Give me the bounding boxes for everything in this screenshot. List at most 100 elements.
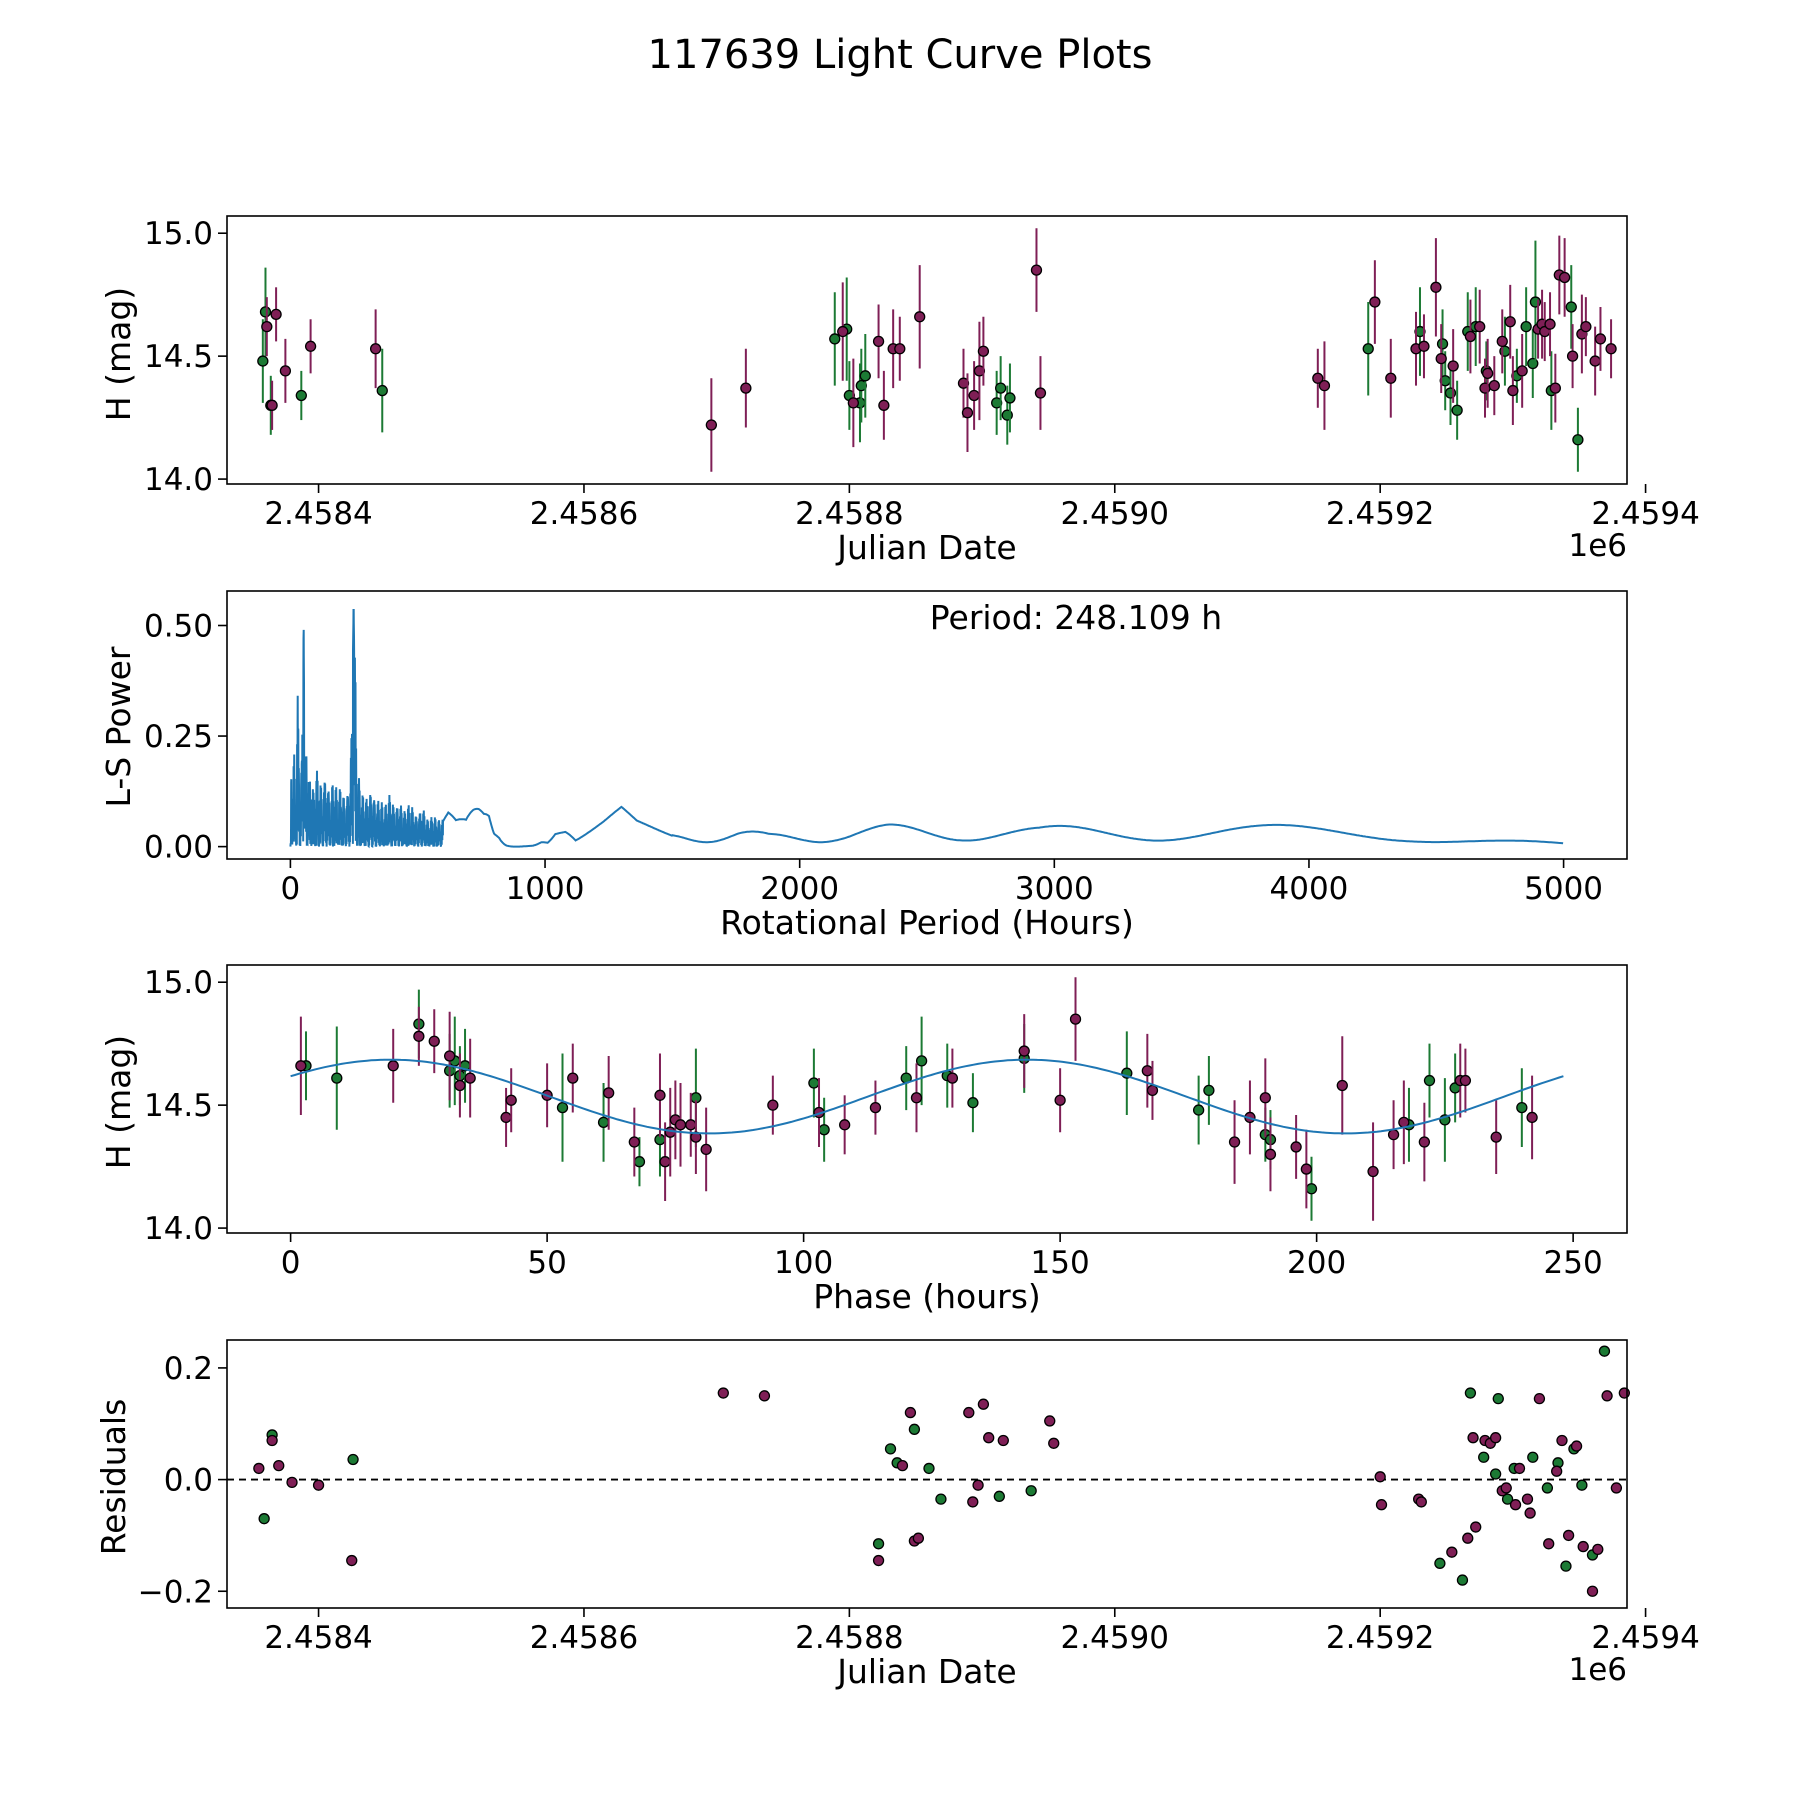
lightcurve-point [1544, 318, 1556, 330]
phased-point [946, 1072, 959, 1084]
residuals-point [758, 1390, 771, 1402]
residuals-point [1492, 1392, 1504, 1405]
lightcurve-frame [226, 215, 1628, 485]
phased-point [1526, 1111, 1538, 1124]
residuals-point [1462, 1532, 1474, 1544]
lightcurve-point [1451, 404, 1463, 416]
lightcurve-point [847, 397, 860, 409]
phased-point [331, 1072, 343, 1084]
panel-lightcurve: Julian Date H (mag) 1e6 [99, 287, 1627, 567]
residuals-point [1500, 1482, 1512, 1494]
lightcurve-point [1004, 392, 1016, 404]
phased-point [597, 1116, 610, 1129]
residuals-point [997, 1434, 1009, 1447]
residuals-point [346, 1554, 358, 1567]
phased-point [1305, 1183, 1318, 1195]
phased-point [839, 1119, 851, 1131]
phased-point [387, 1060, 399, 1072]
residuals-point [1592, 1543, 1604, 1556]
lightcurve-point [1589, 355, 1601, 367]
lightcurve-point [994, 382, 1007, 394]
residuals-point [1541, 1482, 1554, 1494]
residuals-point [1446, 1546, 1458, 1558]
phased-frame [226, 964, 1628, 1234]
residuals-ytick-label: 0.2 [164, 1351, 213, 1387]
lightcurve-point [1572, 434, 1584, 446]
residuals-point [1576, 1479, 1588, 1491]
residuals-point [1025, 1485, 1037, 1497]
residuals-xtick-label: 2.4594 [1591, 1620, 1699, 1656]
phased-ytick-label: 15.0 [144, 965, 213, 1001]
phased-point [1228, 1136, 1241, 1148]
phased-point [1336, 1079, 1348, 1092]
residuals-point [1375, 1499, 1388, 1511]
phased-point [818, 1124, 830, 1136]
lightcurve-series-purple [261, 228, 1617, 472]
phased-point [767, 1099, 779, 1111]
phased-xtick-label: 100 [774, 1245, 833, 1281]
phased-point [915, 1055, 928, 1067]
residuals-point [1513, 1462, 1526, 1475]
residuals-point [977, 1398, 990, 1410]
phased-ytick-label: 14.5 [144, 1088, 213, 1124]
lightcurve-point [369, 343, 382, 355]
lightcurve-point [878, 399, 890, 411]
lightcurve-point [257, 355, 269, 367]
lightcurve-point [859, 370, 871, 382]
phased-model-curve [290, 1058, 1564, 1135]
residuals-point [1598, 1345, 1611, 1357]
phased-point [1264, 1148, 1277, 1160]
lightcurve-point [1312, 372, 1324, 384]
residuals-point [1478, 1451, 1490, 1463]
residuals-point [1521, 1493, 1534, 1505]
phased-xtick-label: 200 [1287, 1245, 1346, 1281]
periodogram-ytick-label: 0.00 [144, 830, 213, 866]
lightcurve-point [914, 311, 926, 323]
phased-point [454, 1079, 466, 1092]
residuals-point [1489, 1468, 1502, 1480]
residuals-point [967, 1496, 979, 1508]
lightcurve-point [991, 397, 1003, 409]
lightcurve-point [977, 345, 990, 357]
residuals-axes: 2.4584 2.4586 2.4588 2.4590 2.4592 2.4594 −0.2… [138, 1351, 1700, 1656]
phased-point [1387, 1129, 1400, 1141]
lightcurve-point [304, 340, 317, 352]
lightcurve-point [1605, 343, 1617, 355]
phased-point [1423, 1074, 1436, 1087]
phased-point [869, 1101, 882, 1114]
residuals-point [1470, 1521, 1482, 1533]
residuals-point [872, 1554, 885, 1567]
phased-point [659, 1156, 671, 1168]
phased-point [654, 1089, 666, 1101]
periodogram-xtick-label: 4000 [1270, 871, 1349, 907]
phased-point [685, 1119, 697, 1131]
lightcurve-point [1482, 367, 1494, 380]
lightcurve-point [961, 407, 974, 419]
phased-point [633, 1156, 646, 1168]
periodogram-ytick-label: 0.50 [144, 608, 213, 644]
lightcurve-point [1414, 325, 1426, 338]
lightcurve-xtick-label: 2.4594 [1591, 496, 1699, 532]
lightcurve-point [1030, 264, 1043, 276]
phased-xtick-label: 250 [1544, 1245, 1603, 1281]
residuals-ylabel: Residuals [94, 1399, 133, 1556]
lightcurve-point [1369, 296, 1381, 308]
phased-point [967, 1097, 979, 1109]
residuals-point [1570, 1440, 1583, 1452]
phased-point [700, 1143, 712, 1156]
phased-point [1459, 1074, 1472, 1087]
residuals-point [904, 1406, 917, 1419]
residuals-point [1434, 1557, 1446, 1569]
lightcurve-point [1034, 387, 1047, 399]
lightcurve-point [295, 389, 307, 402]
residuals-point [253, 1462, 265, 1475]
lightcurve-ytick-label: 14.0 [144, 462, 213, 498]
lightcurve-point [872, 335, 885, 348]
lightcurve-xlabel: Julian Date [835, 528, 1017, 567]
lightcurve-point [837, 325, 849, 338]
lightcurve-point [1488, 380, 1500, 392]
lightcurve-point [1520, 320, 1532, 333]
residuals-offset-text: 1e6 [1568, 1652, 1627, 1688]
phased-point [910, 1092, 923, 1104]
phased-point [1141, 1065, 1153, 1077]
